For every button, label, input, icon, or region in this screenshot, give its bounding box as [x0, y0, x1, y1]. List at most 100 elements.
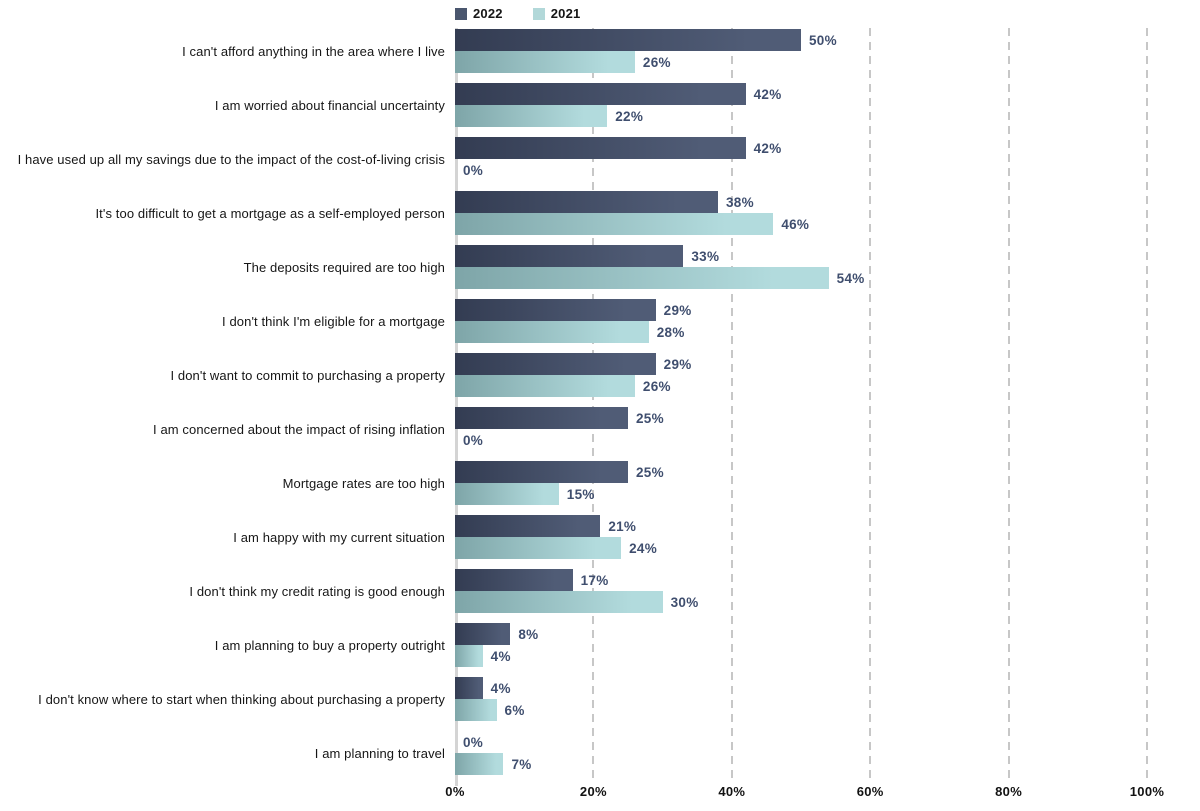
value-label: 26%	[642, 54, 671, 70]
category-label: The deposits required are too high	[243, 259, 445, 275]
category-group: I don't think my credit rating is good e…	[0, 569, 1200, 613]
legend-swatch-2021	[532, 7, 545, 20]
bar-row-2022: 38%	[455, 191, 1200, 213]
bar-row-2022: 17%	[455, 569, 1200, 591]
bar-row-2021: 46%	[455, 213, 1200, 235]
bar-row-2021: 0%	[455, 429, 1200, 451]
bar-2021	[455, 321, 649, 343]
category-bars: 4% 6%	[455, 677, 1200, 721]
bar-2022	[455, 353, 656, 375]
bar-2021	[455, 213, 774, 235]
category-bars: 8% 4%	[455, 623, 1200, 667]
x-axis-tick: 20%	[579, 784, 607, 799]
bar-row-2022: 8%	[455, 623, 1200, 645]
value-label: 4%	[490, 648, 511, 664]
category-bars: 25% 0%	[455, 407, 1200, 451]
category-bars: 42% 0%	[455, 137, 1200, 181]
value-label: 24%	[629, 540, 657, 556]
category-label: I am planning to buy a property outright	[214, 637, 445, 653]
bar-row-2022: 50%	[455, 29, 1200, 51]
category-label: I don't know where to start when thinkin…	[38, 691, 445, 707]
value-label: 25%	[636, 464, 664, 480]
value-label: 4%	[490, 680, 511, 696]
bar-2022	[455, 407, 628, 429]
bar-2021	[455, 267, 829, 289]
bar-2021	[455, 753, 504, 775]
value-label: 30%	[670, 594, 699, 610]
bar-row-2022: 25%	[455, 461, 1200, 483]
bar-2022	[455, 299, 656, 321]
category-label: I am worried about financial uncertainty	[214, 97, 445, 113]
value-label: 6%	[504, 702, 525, 718]
bar-2021	[455, 105, 608, 127]
value-label: 38%	[725, 194, 754, 210]
category-label: I don't think my credit rating is good e…	[189, 583, 445, 599]
value-label: 17%	[580, 572, 609, 588]
value-label: 29%	[663, 356, 692, 372]
category-group: I am planning to travel 0% 7%	[0, 731, 1200, 775]
category-bars: 25% 15%	[455, 461, 1200, 505]
bar-row-2022: 33%	[455, 245, 1200, 267]
bar-2022	[455, 515, 601, 537]
bar-row-2021: 15%	[455, 483, 1200, 505]
category-bars: 0% 7%	[455, 731, 1200, 775]
bar-row-2021: 26%	[455, 51, 1200, 73]
category-bars: 33% 54%	[455, 245, 1200, 289]
legend-label-2021: 2021	[550, 6, 581, 21]
bar-2022	[455, 29, 801, 51]
bar-row-2021: 0%	[455, 159, 1200, 181]
bar-2022	[455, 677, 483, 699]
category-bars: 38% 46%	[455, 191, 1200, 235]
category-label: I am concerned about the impact of risin…	[153, 421, 445, 437]
x-axis-tick: 80%	[995, 784, 1023, 799]
bar-row-2022: 4%	[455, 677, 1200, 699]
x-axis-tick: 60%	[856, 784, 884, 799]
legend-swatch-2022	[455, 7, 467, 20]
x-axis-tick: 100%	[1129, 784, 1165, 799]
bar-row-2021: 54%	[455, 267, 1200, 289]
value-label: 29%	[663, 302, 692, 318]
category-group: I am happy with my current situation 21% 2…	[0, 515, 1200, 559]
legend-item-2021: 2021	[532, 6, 581, 21]
category-group: I am planning to buy a property outright…	[0, 623, 1200, 667]
bar-2021	[455, 699, 497, 721]
x-axis-tick: 40%	[718, 784, 746, 799]
value-label: 15%	[566, 486, 595, 502]
bar-row-2022: 21%	[455, 515, 1200, 537]
value-label: 0%	[463, 432, 484, 448]
value-label: 42%	[753, 140, 782, 156]
category-label: I don't think I'm eligible for a mortgag…	[222, 313, 445, 329]
category-bars: 29% 28%	[455, 299, 1200, 343]
bar-2021	[455, 537, 622, 559]
bar-row-2021: 4%	[455, 645, 1200, 667]
bar-row-2022: 25%	[455, 407, 1200, 429]
bar-row-2021: 6%	[455, 699, 1200, 721]
x-axis: 0% 20% 40% 60% 80% 100%	[445, 784, 1164, 804]
category-label: Mortgage rates are too high	[282, 475, 445, 491]
bar-row-2021: 28%	[455, 321, 1200, 343]
bar-2022	[455, 191, 718, 213]
bar-2022	[455, 83, 746, 105]
category-group: I don't want to commit to purchasing a p…	[0, 353, 1200, 397]
category-label: I am planning to travel	[314, 745, 445, 761]
bar-2021	[455, 51, 635, 73]
value-label: 7%	[511, 756, 532, 772]
category-group: I am concerned about the impact of risin…	[0, 407, 1200, 451]
category-group: It's too difficult to get a mortgage as …	[0, 191, 1200, 235]
bar-row-2021: 24%	[455, 537, 1200, 559]
x-axis-tick: 0%	[445, 784, 465, 799]
category-label: I don't want to commit to purchasing a p…	[170, 367, 445, 383]
category-group: I don't think I'm eligible for a mortgag…	[0, 299, 1200, 343]
value-label: 0%	[463, 162, 484, 178]
legend-item-2022: 2022	[455, 6, 503, 21]
value-label: 46%	[781, 216, 810, 232]
category-group: I have used up all my savings due to the…	[0, 137, 1200, 181]
bar-2022	[455, 245, 684, 267]
category-label: I can't afford anything in the area wher…	[182, 43, 445, 59]
category-group: Mortgage rates are too high 25% 15%	[0, 461, 1200, 505]
category-bars: 50% 26%	[455, 29, 1200, 73]
legend: 2022 2021	[455, 6, 580, 21]
value-label: 25%	[636, 410, 664, 426]
bar-2021	[455, 483, 559, 505]
value-label: 22%	[615, 108, 644, 124]
